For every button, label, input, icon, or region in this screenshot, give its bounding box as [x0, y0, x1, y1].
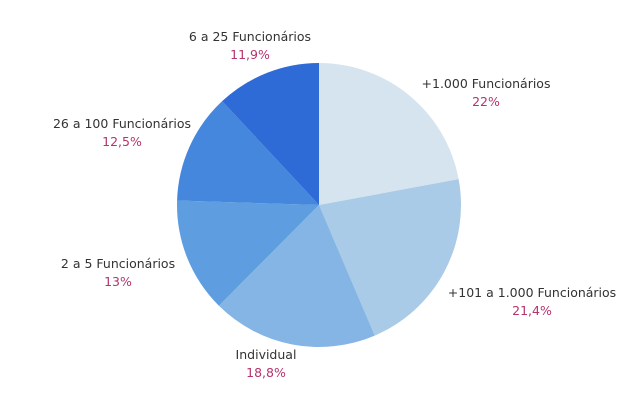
pie-slice-4: [176, 200, 319, 306]
pie-slice-5: [177, 101, 319, 205]
slice-category-label: 6 a 25 Funcionários: [189, 29, 311, 44]
slice-value-label: 13%: [104, 274, 132, 289]
slice-category-label: 2 a 5 Funcionários: [61, 256, 175, 271]
slice-category-label: 26 a 100 Funcionários: [53, 116, 191, 131]
slice-value-label: 18,8%: [246, 365, 286, 380]
slice-value-label: 11,9%: [230, 47, 270, 62]
pie-slice-2: [319, 179, 461, 336]
slice-category-label: +1.000 Funcionários: [422, 76, 551, 91]
slice-category-label: +101 a 1.000 Funcionários: [448, 285, 616, 300]
slice-value-label: 21,4%: [512, 303, 552, 318]
pie-slice-3: [218, 205, 375, 347]
pie-slices: [176, 63, 461, 347]
slice-value-label: 22%: [472, 94, 500, 109]
pie-labels: +1.000 Funcionários 22% +101 a 1.000 Funci…: [53, 29, 616, 380]
pie-slice-1: [319, 63, 459, 205]
slice-category-label: Individual: [236, 347, 297, 362]
pie-slice-6: [222, 63, 319, 205]
slice-value-label: 12,5%: [102, 134, 142, 149]
